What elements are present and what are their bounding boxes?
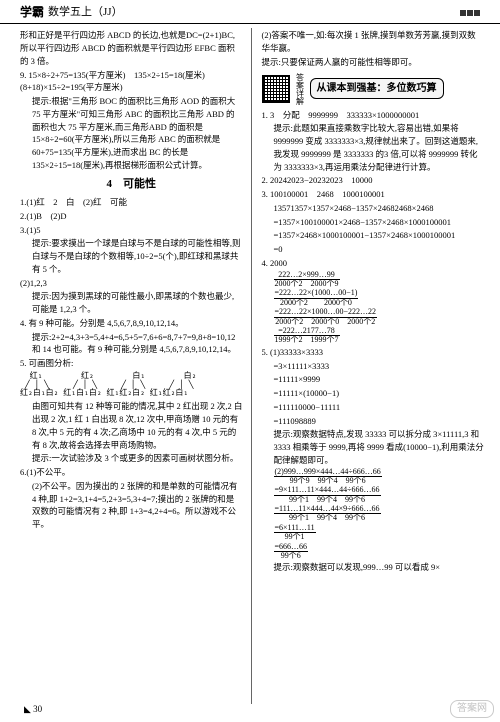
under: 2000个9 bbox=[311, 279, 339, 288]
r-q5b: =3×11111×3333 bbox=[262, 360, 485, 373]
under: 2000个2 bbox=[275, 279, 303, 288]
under: 2000个2 bbox=[280, 298, 308, 307]
r-q5g: 提示:观察数据特点,发现 33333 可以拆分成 3×11111,3 和 333… bbox=[262, 428, 485, 466]
under: 99个1 bbox=[274, 533, 316, 541]
qr-row: 答案详解 从课本到强基：多位数巧算 bbox=[262, 73, 485, 105]
hint-3c: 提示:因为摸到黑球的可能性最小,即黑球的个数也最少,可能是 1,2,3 个。 bbox=[20, 290, 243, 316]
r-q1a: 1. 3 分配 9999999 333333×1000000001 bbox=[262, 109, 485, 122]
hint-3a: 提示:要求摸出一个球是白球与不是白球的可能性相等,则白球与不是白球的个数相等,1… bbox=[20, 237, 243, 275]
under: 99个6 bbox=[345, 495, 365, 504]
section-4-title: 4 可能性 bbox=[20, 176, 243, 193]
r-q5l: =666…6699个6 bbox=[262, 543, 485, 561]
r-q5f: =111098889 bbox=[262, 415, 485, 428]
under: 2000个2 bbox=[275, 317, 303, 326]
question-4a: 4. 有 9 种可能。分别是 4,5,6,7,8,9,10,12,14。 bbox=[20, 317, 243, 330]
r-q3d: =1357×2468×1000100001−1357×2468×10001000… bbox=[262, 229, 485, 242]
under: 99个6 bbox=[274, 552, 309, 560]
under: 2000个0 bbox=[324, 298, 352, 307]
under: 99个1 bbox=[289, 513, 309, 522]
r-q1b: 提示:此题如果直接乘数字比较大,容易出错,如果将 9999999 变成 3333… bbox=[262, 122, 485, 173]
expr: 提示:观察数据可以发现,999…99 可以看成 9× bbox=[274, 562, 441, 572]
under: 1999个2 bbox=[275, 335, 303, 344]
under: 99个4 bbox=[317, 495, 337, 504]
left-column: 形和正好是平行四边形 ABCD 的长边,也就是DC=(2+1)BC,所以平行四边… bbox=[20, 28, 252, 704]
r-q4b: =222…22×(1000…00−1)2000个2 2000个0 bbox=[262, 289, 485, 307]
boxed-section-title: 从课本到强基：多位数巧算 bbox=[310, 78, 444, 99]
r-q4: 4. 2000 bbox=[262, 257, 485, 270]
r-q2: 2. 20242023−20232023 10000 bbox=[262, 174, 485, 187]
r-q5h: (2)999…999×444…44÷666…6699个9 99个4 99个6 bbox=[262, 468, 485, 486]
under: 2000个2 bbox=[347, 317, 375, 326]
paragraph: 形和正好是平行四边形 ABCD 的长边,也就是DC=(2+1)BC,所以平行四边… bbox=[20, 29, 243, 67]
r-q3b: 13571357×1357×2468−1357×24682468×2468 bbox=[262, 202, 485, 215]
hint-4: 提示:2+2=4,3+3=5,4+4=6,5+5=7,6+6=8,7+7=9,8… bbox=[20, 331, 243, 357]
page-number: 30 bbox=[24, 703, 42, 716]
question-5a: 5. 可画图分析: bbox=[20, 357, 243, 370]
question-3a: 3.(1)5 bbox=[20, 224, 243, 237]
r-q5d: =11111×(10000−1) bbox=[262, 387, 485, 400]
under: 99个4 bbox=[318, 476, 338, 485]
under: 99个6 bbox=[346, 476, 366, 485]
qr-code-icon bbox=[262, 75, 290, 103]
qr-label: 答案详解 bbox=[294, 73, 306, 105]
book-title: 数学五上（JJ） bbox=[48, 5, 123, 21]
r-q5i: =9×111…11×444…44÷666…6699个1 99个4 99个6 bbox=[262, 486, 485, 504]
under: 99个9 bbox=[290, 476, 310, 485]
r-q5k: =6×111…1199个1 bbox=[262, 524, 485, 542]
r-q4a: 222…2×999…992000个2 2000个9 bbox=[262, 271, 485, 289]
question-3c: (2)1,2,3 bbox=[20, 277, 243, 290]
r-q4c: =222…22×1000…00−222…222000个2 2000个0 2000… bbox=[262, 308, 485, 326]
question-2: 2.(1)B (2)D bbox=[20, 210, 243, 223]
page-header: 学霸 数学五上（JJ） bbox=[0, 0, 500, 24]
question-1: 1.(1)红 2 白 (2)红 可能 bbox=[20, 196, 243, 209]
question-9: 9. 15×8÷2+75=135(平方厘米) 135×2÷15=18(厘米) (… bbox=[20, 69, 243, 95]
r-q3e: =0 bbox=[262, 243, 485, 256]
under: 99个6 bbox=[345, 513, 365, 522]
r-q5e: =111110000−11111 bbox=[262, 401, 485, 414]
under: 1999个7 bbox=[311, 335, 339, 344]
paragraph-r2: 提示:只要保证两人赢的可能性相等即可。 bbox=[262, 56, 485, 69]
r-q5c: =11111×9999 bbox=[262, 373, 485, 386]
header-blocks-icon bbox=[460, 10, 480, 16]
paragraph-r1: (2)答案不唯一,如:每次摸 1 张牌,摸到单数芳芳赢,摸到双数华华赢。 bbox=[262, 29, 485, 55]
r-q5m: 提示:观察数据可以发现,999…99 可以看成 9× bbox=[262, 561, 485, 574]
under: 2000个0 bbox=[311, 317, 339, 326]
r-q3a: 3. 100100001 2468 1000100001 bbox=[262, 188, 485, 201]
under: 99个1 bbox=[289, 495, 309, 504]
question-5b: 由图可知共有 12 种等可能的情况,其中 2 红出现 2 次,2 白出现 2 次… bbox=[20, 400, 243, 451]
r-q5j: =111…11×444…44×9÷666…6699个1 99个4 99个6 bbox=[262, 505, 485, 523]
question-6a: 6.(1)不公平。 bbox=[20, 466, 243, 479]
r-q4d: =222…2177…781999个2 1999个7 bbox=[262, 327, 485, 345]
hint-5: 提示:一次试验涉及 3 个或更多的因素可画树状图分析。 bbox=[20, 452, 243, 465]
under: 99个4 bbox=[317, 513, 337, 522]
hint-9: 提示:根据"三角形 BOC 的面积比三角形 AOD 的面积大 75 平方厘米"可… bbox=[20, 95, 243, 172]
two-column-layout: 形和正好是平行四边形 ABCD 的长边,也就是DC=(2+1)BC,所以平行四边… bbox=[0, 24, 500, 704]
tree-diagram: 红₁ 红₂ 白₁ 白₂ ╱ │ ╲ ╱ │ ╲ ╱ │ ╲ ╱ │ ╲ 红₂白₁… bbox=[20, 372, 243, 398]
question-6b: (2)不公平。因为摸出的 2 张牌的和是单数的可能情况有 4 种,即 1+2=3… bbox=[20, 480, 243, 531]
r-q3c: =1357×100100001×2468−1357×2468×100010000… bbox=[262, 216, 485, 229]
right-column: (2)答案不唯一,如:每次摸 1 张牌,摸到单数芳芳赢,摸到双数华华赢。 提示:… bbox=[262, 28, 485, 704]
r-q5a: 5. (1)33333×3333 bbox=[262, 346, 485, 359]
watermark: 答案网 bbox=[450, 700, 494, 719]
brand-logo: 学霸 bbox=[20, 4, 44, 21]
